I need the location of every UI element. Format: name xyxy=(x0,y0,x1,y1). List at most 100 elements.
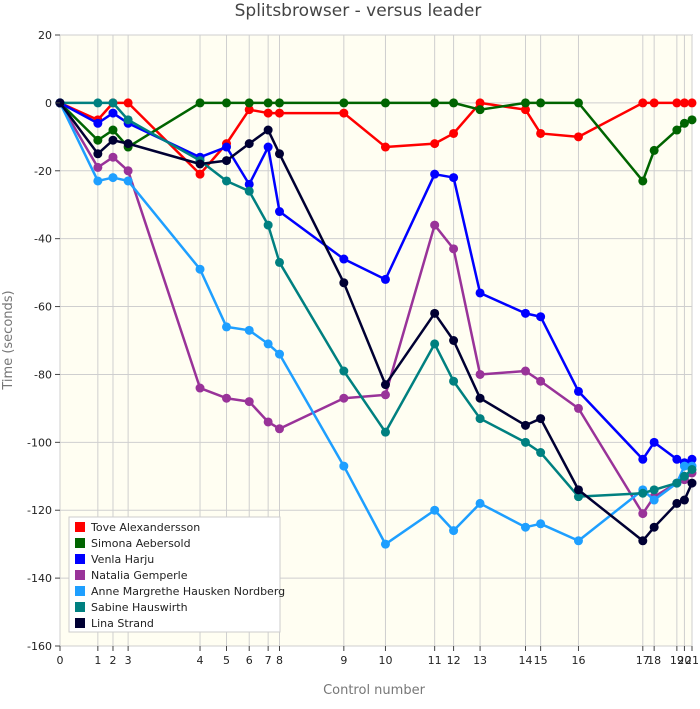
data-point xyxy=(649,485,659,495)
legend-swatch xyxy=(75,586,85,596)
data-point xyxy=(679,118,689,128)
legend-swatch xyxy=(75,522,85,532)
data-point xyxy=(380,274,390,284)
data-point xyxy=(687,115,697,125)
data-point xyxy=(108,173,118,183)
data-point xyxy=(687,98,697,108)
data-point xyxy=(123,166,133,176)
data-point xyxy=(380,427,390,437)
data-point xyxy=(195,169,205,179)
data-point xyxy=(430,220,440,230)
legend-label: Venla Harju xyxy=(91,553,154,566)
data-point xyxy=(195,264,205,274)
x-tick-label: 8 xyxy=(276,654,283,667)
data-point xyxy=(430,339,440,349)
data-point xyxy=(573,403,583,413)
legend-box xyxy=(68,516,281,633)
data-point xyxy=(638,536,648,546)
data-point xyxy=(687,464,697,474)
x-tick-label: 18 xyxy=(647,654,661,667)
data-point xyxy=(339,461,349,471)
data-point xyxy=(123,115,133,125)
data-point xyxy=(649,522,659,532)
data-point xyxy=(93,135,103,145)
data-point xyxy=(244,139,254,149)
x-tick-label: 5 xyxy=(223,654,230,667)
data-point xyxy=(520,98,530,108)
data-point xyxy=(244,186,254,196)
legend-swatch xyxy=(75,618,85,628)
x-tick-label: 2 xyxy=(109,654,116,667)
series-6 xyxy=(55,98,697,546)
data-point xyxy=(672,98,682,108)
x-tick-label: 16 xyxy=(571,654,585,667)
data-point xyxy=(339,366,349,376)
data-point xyxy=(449,173,459,183)
legend-swatch xyxy=(75,554,85,564)
data-point xyxy=(536,98,546,108)
data-point xyxy=(536,414,546,424)
data-point xyxy=(339,108,349,118)
data-point xyxy=(339,278,349,288)
data-point xyxy=(123,139,133,149)
x-tick-label: 17 xyxy=(636,654,650,667)
data-point xyxy=(123,98,133,108)
data-point xyxy=(263,220,273,230)
legend-label: Tove Alexandersson xyxy=(90,521,200,534)
data-point xyxy=(649,495,659,505)
data-point xyxy=(430,139,440,149)
data-point xyxy=(520,105,530,115)
data-point xyxy=(274,257,284,267)
legend-label: Lina Strand xyxy=(91,617,154,630)
x-axis-label: Control number xyxy=(323,683,426,698)
data-point xyxy=(195,383,205,393)
y-tick-label: -120 xyxy=(27,504,52,517)
data-point xyxy=(475,369,485,379)
data-point xyxy=(244,98,254,108)
data-point xyxy=(263,125,273,135)
data-point xyxy=(679,495,689,505)
data-point xyxy=(274,98,284,108)
data-point xyxy=(222,176,232,186)
x-tick-label: 7 xyxy=(265,654,272,667)
data-point xyxy=(108,98,118,108)
series-line xyxy=(60,101,693,498)
x-tick-label: 0 xyxy=(57,654,64,667)
data-point xyxy=(339,98,349,108)
series-3 xyxy=(55,98,697,519)
data-point xyxy=(573,492,583,502)
data-point xyxy=(475,414,485,424)
data-point xyxy=(475,393,485,403)
data-point xyxy=(536,376,546,386)
x-tick-label: 9 xyxy=(340,654,347,667)
y-axis-ticks: 20 0 -20 -40 -60 -80 -100 -120 -140 -160 xyxy=(27,29,60,653)
data-point xyxy=(520,522,530,532)
legend: Tove Alexandersson Simona Aebersold Venla … xyxy=(68,516,285,633)
legend-swatch xyxy=(75,538,85,548)
x-tick-label: 15 xyxy=(534,654,548,667)
data-point xyxy=(274,424,284,434)
y-tick-label: -40 xyxy=(34,233,52,246)
y-tick-label: 0 xyxy=(45,97,52,110)
data-point xyxy=(195,98,205,108)
data-point xyxy=(475,288,485,298)
data-point xyxy=(108,125,118,135)
data-point xyxy=(263,108,273,118)
data-point xyxy=(638,509,648,519)
data-point xyxy=(222,156,232,166)
y-tick-label: -60 xyxy=(34,301,52,314)
legend-label: Natalia Gemperle xyxy=(91,569,188,582)
data-point xyxy=(672,478,682,488)
data-point xyxy=(687,478,697,488)
series-line xyxy=(58,102,694,543)
data-point xyxy=(244,105,254,115)
data-point xyxy=(638,488,648,498)
legend-swatch xyxy=(75,602,85,612)
data-point xyxy=(649,98,659,108)
data-point xyxy=(536,448,546,458)
data-point xyxy=(475,498,485,508)
data-point xyxy=(430,169,440,179)
data-point xyxy=(380,390,390,400)
